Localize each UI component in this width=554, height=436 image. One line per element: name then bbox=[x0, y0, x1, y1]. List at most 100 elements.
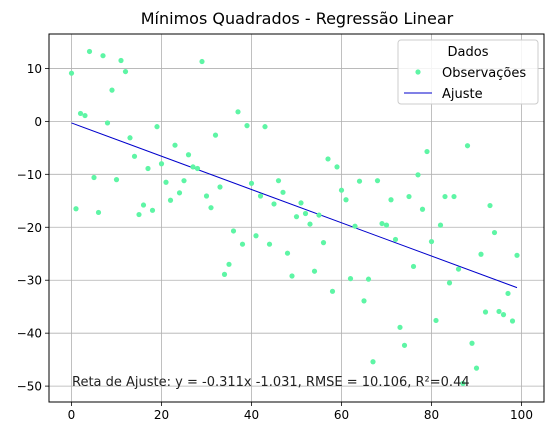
chart-title: Mínimos Quadrados - Regressão Linear bbox=[141, 9, 454, 28]
observation-point bbox=[370, 359, 376, 365]
observation-point bbox=[82, 112, 88, 119]
observation-point bbox=[469, 340, 475, 346]
observation-point bbox=[496, 308, 502, 315]
x-tick-label: 0 bbox=[68, 408, 76, 422]
observation-point bbox=[181, 178, 187, 184]
observation-point bbox=[388, 197, 394, 203]
fit-line bbox=[71, 122, 518, 289]
observation-point bbox=[104, 120, 111, 126]
y-tick-label: −40 bbox=[17, 327, 42, 341]
observation-point bbox=[374, 178, 381, 184]
observation-point bbox=[514, 252, 520, 258]
observation-point bbox=[383, 222, 390, 228]
observation-point bbox=[100, 53, 106, 59]
observation-point bbox=[266, 241, 273, 247]
observation-point bbox=[392, 236, 399, 243]
legend-label-observations: Observações bbox=[442, 66, 526, 81]
observation-point bbox=[253, 233, 259, 239]
observation-point bbox=[473, 365, 480, 371]
observation-point bbox=[442, 193, 448, 200]
observation-point bbox=[127, 135, 133, 141]
observation-point bbox=[446, 280, 453, 286]
observation-point bbox=[226, 261, 232, 267]
observation-point bbox=[176, 190, 183, 196]
observation-point bbox=[91, 174, 97, 181]
observation-point bbox=[307, 221, 313, 227]
observation-point bbox=[356, 178, 363, 184]
observation-point bbox=[428, 238, 435, 245]
observation-point bbox=[320, 240, 327, 246]
legend-label-fit: Ajuste bbox=[442, 87, 483, 102]
observation-point bbox=[361, 298, 367, 304]
observation-point bbox=[478, 251, 484, 257]
observation-point bbox=[118, 57, 124, 64]
observation-point bbox=[68, 70, 75, 76]
y-tick-label: 10 bbox=[27, 62, 42, 76]
observation-point bbox=[145, 165, 151, 172]
observation-point bbox=[500, 312, 507, 318]
observation-point bbox=[154, 124, 160, 130]
observation-point bbox=[221, 271, 228, 277]
observation-point bbox=[257, 193, 264, 199]
observation-point bbox=[73, 206, 79, 212]
observation-point bbox=[275, 178, 282, 184]
observation-point bbox=[194, 165, 201, 172]
observation-point bbox=[325, 156, 331, 162]
observation-point bbox=[406, 193, 412, 200]
grid bbox=[49, 34, 544, 402]
observation-point bbox=[149, 207, 156, 213]
observation-point bbox=[451, 193, 457, 200]
y-tick-label: −10 bbox=[17, 168, 42, 182]
x-tick-label: 80 bbox=[424, 408, 439, 422]
observation-point bbox=[410, 263, 417, 270]
x-tick-label: 100 bbox=[510, 408, 533, 422]
observation-point bbox=[311, 268, 318, 274]
observation-point bbox=[424, 148, 430, 155]
legend-box bbox=[397, 39, 539, 105]
x-tick-label: 40 bbox=[244, 408, 259, 422]
observation-point bbox=[329, 288, 336, 294]
observation-point bbox=[316, 212, 322, 218]
legend: Dados Observações Ajuste bbox=[397, 39, 539, 105]
observation-point bbox=[460, 380, 466, 387]
plot-frame bbox=[48, 33, 545, 403]
observation-point bbox=[248, 180, 255, 186]
observation-point bbox=[397, 324, 403, 330]
observation-point bbox=[491, 229, 498, 236]
observation-point bbox=[509, 318, 516, 324]
observation-point bbox=[280, 189, 286, 195]
observation-point bbox=[437, 222, 444, 228]
y-tick-label: −50 bbox=[17, 380, 42, 394]
observation-point bbox=[208, 205, 214, 211]
observation-point bbox=[235, 109, 241, 115]
observation-point bbox=[487, 202, 493, 209]
observation-point bbox=[136, 211, 142, 218]
y-tick-label: −30 bbox=[17, 274, 42, 288]
observation-point bbox=[284, 250, 291, 256]
fit-annotation: Reta de Ajuste: y = -0.311x -1.031, RMSE… bbox=[72, 375, 470, 390]
observation-point bbox=[401, 342, 408, 348]
observation-point bbox=[293, 214, 300, 220]
observation-point bbox=[271, 201, 277, 207]
observation-point bbox=[365, 276, 372, 282]
observation-point bbox=[302, 210, 309, 217]
legend-title: Dados bbox=[448, 45, 489, 60]
observation-point bbox=[482, 309, 489, 315]
observations-layer bbox=[68, 48, 520, 387]
legend-marker-observations bbox=[415, 69, 421, 75]
observation-point bbox=[185, 152, 192, 158]
observation-point bbox=[203, 193, 210, 199]
observation-point bbox=[217, 184, 223, 190]
observation-point bbox=[131, 153, 138, 159]
observation-point bbox=[415, 172, 421, 178]
observation-point bbox=[163, 179, 169, 185]
observation-point bbox=[86, 48, 93, 55]
observation-point bbox=[239, 241, 246, 247]
observation-point bbox=[464, 143, 471, 149]
observation-point bbox=[505, 290, 511, 297]
observation-point bbox=[334, 164, 340, 170]
observation-point bbox=[298, 200, 304, 206]
observation-point bbox=[167, 197, 174, 203]
observation-point bbox=[455, 266, 462, 272]
